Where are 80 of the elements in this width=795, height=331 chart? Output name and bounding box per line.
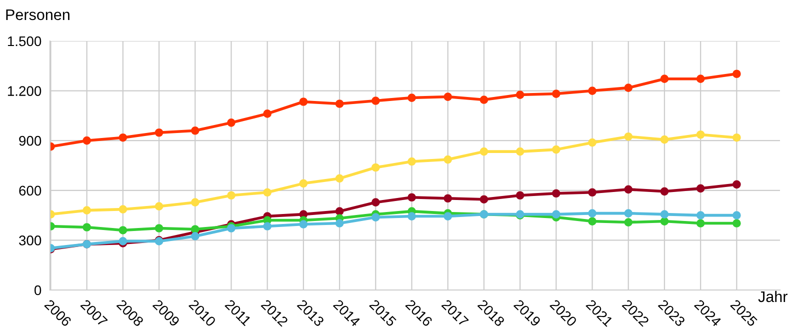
point: [190, 126, 200, 135]
point: [227, 191, 236, 200]
point: [299, 220, 308, 228]
point: [660, 74, 669, 84]
point: [516, 147, 524, 156]
point: [696, 130, 705, 139]
point: [408, 157, 416, 166]
point: [516, 90, 524, 99]
y-axis-title: Personen: [6, 9, 70, 20]
point: [480, 147, 488, 156]
point: [263, 110, 272, 118]
point: [190, 225, 200, 234]
point: [444, 194, 452, 203]
point: [335, 207, 344, 216]
point: [588, 188, 596, 197]
point: [588, 217, 596, 226]
y-tick-label: 600: [19, 186, 42, 196]
y-tick-label: 300: [19, 236, 42, 246]
point: [732, 70, 741, 78]
point: [190, 232, 200, 240]
y-tick-label: 0: [34, 285, 42, 296]
point: [588, 209, 596, 218]
point: [408, 94, 416, 102]
point: [660, 210, 669, 218]
point: [444, 92, 452, 101]
point: [624, 185, 633, 194]
point: [552, 90, 560, 98]
point: [82, 223, 91, 232]
point: [660, 135, 669, 144]
point: [444, 155, 452, 164]
y-tick-label: 1.500: [8, 36, 42, 46]
point: [660, 217, 669, 226]
point: [371, 213, 380, 222]
point: [82, 206, 91, 214]
point: [552, 210, 560, 218]
point: [82, 136, 91, 145]
point: [118, 226, 128, 234]
point: [624, 209, 633, 218]
point: [660, 187, 669, 196]
point: [263, 188, 272, 197]
point: [299, 98, 308, 106]
point: [696, 184, 705, 193]
point: [732, 133, 741, 142]
point: [335, 100, 344, 108]
point: [732, 219, 741, 228]
point: [263, 222, 272, 230]
point: [732, 180, 741, 189]
point: [118, 205, 128, 214]
point: [154, 202, 164, 211]
point: [335, 174, 344, 183]
point: [299, 179, 308, 188]
point: [371, 163, 380, 172]
x-axis-title: Jahr: [758, 290, 788, 302]
point: [696, 219, 705, 228]
point: [480, 195, 488, 204]
point: [371, 96, 380, 105]
point: [408, 193, 416, 202]
point: [732, 211, 741, 220]
point: [624, 132, 633, 141]
point: [227, 118, 236, 127]
point: [154, 128, 164, 137]
point: [552, 145, 560, 154]
point: [624, 218, 633, 226]
point: [552, 189, 560, 198]
point: [118, 133, 128, 142]
point: [408, 212, 416, 220]
point: [588, 138, 596, 147]
point: [190, 198, 200, 207]
y-tick-label: 1.200: [8, 86, 42, 96]
point: [371, 198, 380, 207]
point: [516, 191, 524, 200]
point: [444, 212, 452, 220]
point: [696, 74, 705, 84]
point: [696, 211, 705, 220]
point: [480, 96, 488, 104]
point: [335, 219, 344, 228]
y-tick-label: 900: [19, 136, 42, 146]
point: [624, 84, 633, 92]
point: [588, 86, 596, 95]
point: [154, 224, 164, 232]
